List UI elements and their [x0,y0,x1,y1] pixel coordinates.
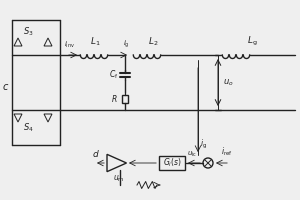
Text: $d$: $d$ [92,148,100,159]
Text: $L_{\rm g}$: $L_{\rm g}$ [247,35,257,48]
Bar [159,156,185,170]
Text: $R$: $R$ [111,94,118,104]
Text: $u_{\rm m}$: $u_{\rm m}$ [113,173,125,184]
Text: $L_2$: $L_2$ [148,36,158,48]
Text: c: c [2,82,8,92]
Text: $S_3$: $S_3$ [23,26,33,38]
Text: $G_i(s)$: $G_i(s)$ [163,157,182,169]
Text: $u_o$: $u_o$ [223,77,234,88]
Text: $S_4$: $S_4$ [22,122,33,134]
Text: $i_{\rm g}$: $i_{\rm g}$ [123,38,129,50]
Text: $i_{\rm g}$: $i_{\rm g}$ [200,138,207,151]
Text: $u_{\rm ic}$: $u_{\rm ic}$ [187,150,197,159]
Bar [122,95,128,103]
Text: $L_1$: $L_1$ [90,36,100,48]
Text: $C_{\rm f}$: $C_{\rm f}$ [109,69,118,81]
Text: $i_{\rm inv}$: $i_{\rm inv}$ [64,40,76,50]
Text: $i_{\rm ref}$: $i_{\rm ref}$ [221,146,233,158]
